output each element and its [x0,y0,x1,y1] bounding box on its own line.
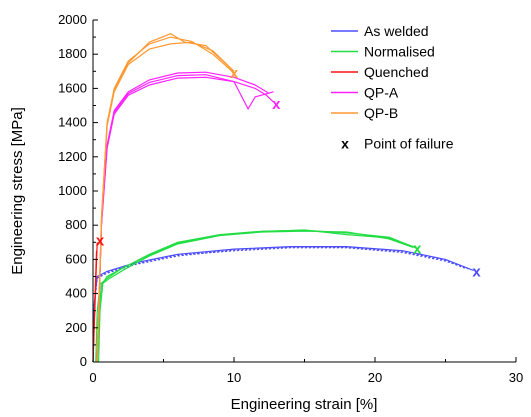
curves-layer [92,33,474,363]
series-line-qp-a [96,74,274,363]
y-tick-label: 600 [65,251,87,266]
series-line-quenched [92,250,98,363]
series-line-as-welded [92,246,474,363]
y-tick-label: 800 [65,217,87,232]
y-tick-label: 0 [80,354,87,369]
ticks-layer: 0 200 400 600 800 1000 1200 1400 1600 1800 2000 0 10… [58,12,523,385]
failure-marker-normalised: x [413,240,422,257]
legend-label-as-welded: As welded [364,23,429,39]
y-tick-label: 1000 [58,183,87,198]
legend-label-qp-b: QP-B [364,105,398,121]
y-tick-label: 400 [65,286,87,301]
y-axis-title: Engineering stress [MPa] [9,107,26,275]
failure-marker-qp-b: x [230,65,239,82]
series-line-qp-a [96,76,274,363]
x-tick-label: 20 [368,370,382,385]
failure-marker-as-welded: x [472,263,481,280]
legend: As welded Normalised Quenched QP-A QP-B x Poin… [331,23,454,152]
legend-label-normalised: Normalised [364,44,435,60]
y-tick-label: 1200 [58,149,87,164]
y-tick-label: 1600 [58,80,87,95]
series-line-normalised [95,229,417,363]
legend-label-qp-a: QP-A [364,85,399,101]
legend-failure-symbol: x [341,136,349,152]
series-line-as-welded [92,246,467,363]
x-tick-label: 30 [509,370,523,385]
legend-label-point-of-failure: Point of failure [364,136,454,152]
legend-label-quenched: Quenched [364,64,429,80]
failure-markers-layer: x x x x x [96,65,481,280]
failure-marker-quenched: x [96,233,105,250]
axes-layer [92,20,516,363]
series-line-qp-b [96,41,235,363]
series-line-qp-b [96,33,235,363]
failure-marker-qp-a: x [272,96,281,113]
y-tick-label: 1800 [58,46,87,61]
x-tick-label: 10 [227,370,241,385]
series-line-normalised [96,229,418,363]
x-tick-label: 0 [89,370,96,385]
series-line-as-welded [92,247,472,363]
x-axis-title: Engineering strain [%] [231,396,378,413]
series-line-qp-a [96,71,270,363]
series-line-normalised [98,230,414,363]
y-tick-label: 2000 [58,12,87,27]
y-tick-label: 1400 [58,115,87,130]
y-tick-label: 200 [65,320,87,335]
